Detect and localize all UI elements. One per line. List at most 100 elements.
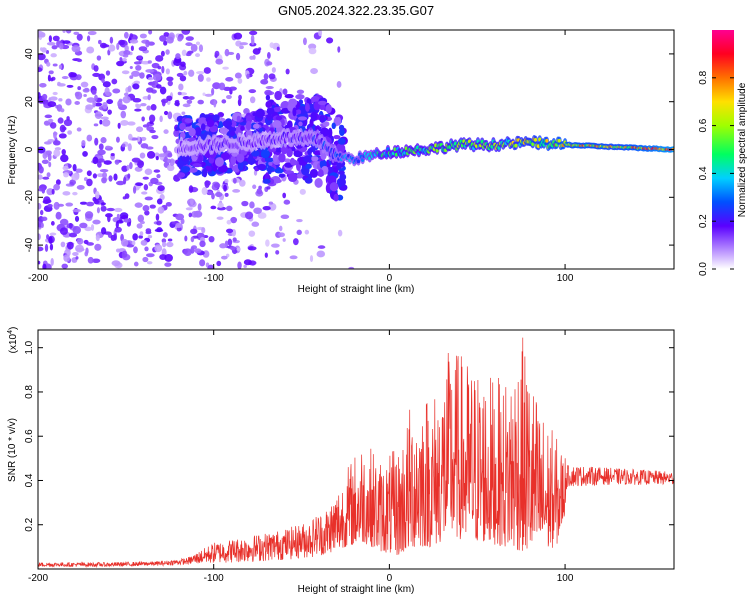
spectrogram-cell (140, 220, 145, 225)
spectrogram-cell (195, 53, 201, 58)
spectrogram-cell (80, 81, 89, 88)
spectrogram-cell (143, 184, 149, 191)
spectrogram-cell (63, 172, 69, 178)
spectrogram-cell (146, 253, 155, 258)
spectrogram-cell (226, 219, 232, 225)
spectrogram-cell (146, 151, 156, 159)
spectrogram-cell (38, 174, 43, 180)
spectrogram-cell (183, 70, 188, 76)
spectrogram-cell (188, 212, 193, 218)
spectrogram-cell (100, 227, 107, 235)
spectrogram-cell (76, 58, 83, 63)
spectrogram-cell (53, 201, 60, 210)
spectrogram-cell (337, 137, 346, 145)
spectrogram-cell (120, 110, 127, 119)
spectrogram-cell (239, 45, 244, 50)
spectrogram-cell (194, 127, 202, 136)
spectrogram-cell (272, 120, 282, 129)
spectrogram-cell (69, 179, 76, 186)
spectrogram-cell (177, 160, 184, 168)
spectrogram-cell (232, 189, 241, 193)
spectrogram-cell (207, 264, 215, 269)
spectrogram-cell (61, 76, 69, 80)
spectrogram-cell (252, 48, 261, 55)
spectrogram-cell (146, 87, 154, 93)
spectrogram-cell (229, 246, 236, 251)
spectrogram-cell (310, 111, 317, 122)
spectrogram-cell (245, 120, 252, 131)
spectrogram-cell (161, 65, 165, 74)
spectrogram-cell (230, 120, 237, 128)
spectrogram-cell (58, 42, 64, 50)
spectrogram-cell (295, 94, 305, 100)
spectrogram-cell (139, 231, 144, 236)
spectrogram-cell (557, 138, 562, 143)
spectrogram-cell (40, 222, 44, 229)
spectrogram-cell (271, 67, 276, 73)
spectrogram-cell (336, 116, 342, 126)
spectrogram-cell (155, 155, 159, 161)
spectrogram-cell (299, 188, 306, 195)
spectrogram-cell (268, 73, 276, 80)
snr-panel: -200 -100 0 100 0.2 0.4 0.6 0.8 1.0 Height of s… (7, 327, 675, 595)
spectrogram-cell (65, 98, 72, 106)
spectrogram-cell (82, 150, 88, 157)
spectrogram-cell (250, 34, 255, 43)
spectrogram-cell (52, 35, 60, 42)
spectrogram-cell (112, 88, 121, 94)
spectrogram-cell (44, 243, 49, 252)
spectrogram-cell (204, 180, 211, 186)
spectrogram-cell (293, 238, 299, 246)
spectrogram-cell (305, 163, 312, 169)
spectrogram-cell (310, 68, 318, 75)
spectrogram-cell (44, 199, 52, 204)
spectrogram-cell (328, 127, 333, 138)
spectrogram-cell (236, 247, 241, 251)
spectrogram-cell (111, 260, 121, 267)
spectrogram-cell (163, 40, 168, 46)
spectrogram-cell (267, 147, 277, 153)
spectrogram-cell (246, 73, 250, 80)
spectrogram-cell (86, 46, 95, 54)
spectrogram-cell (185, 36, 194, 41)
spectrogram-cell (126, 244, 135, 248)
spectrogram-cell (144, 168, 153, 175)
spectrogram-cell (215, 58, 224, 65)
spectrogram-cell (83, 239, 89, 245)
spectrogram-cell (97, 173, 104, 178)
spectrogram-cell (235, 40, 242, 47)
spectrogram-cell (319, 115, 326, 123)
spectrogram-cell (72, 191, 78, 196)
spectrogram-cell (249, 30, 258, 36)
spectrogram-cell (141, 116, 145, 122)
spectrogram-cell (108, 175, 113, 182)
spectrogram-cell (38, 246, 44, 252)
spectrogram-cell (238, 94, 242, 101)
spectrogram-plot-area (38, 30, 674, 269)
spectrogram-cell (186, 99, 193, 104)
spectrogram-cell (39, 47, 44, 52)
spectrogram-cell (197, 73, 204, 82)
spectrogram-cell (140, 103, 147, 107)
spectrogram-cell (121, 250, 128, 258)
spectrogram-cell (251, 150, 260, 157)
spectrogram-cell (190, 228, 198, 235)
spectrogram-cell (105, 145, 111, 149)
spectrogram-cell (265, 239, 270, 247)
spectrogram-cell (256, 188, 263, 195)
spectrogram-cell (190, 198, 194, 206)
spectrogram-cell (236, 115, 241, 122)
spectrogram-cell (196, 70, 205, 75)
spectrogram-cell (76, 185, 85, 190)
spectrogram-cell (137, 55, 143, 60)
spectrogram-cell (219, 127, 228, 135)
spectrogram-cell (132, 83, 140, 90)
spectrogram-cell (252, 112, 257, 117)
spectrogram-cell (287, 172, 298, 183)
spectrogram-cell (207, 190, 213, 196)
spectrogram-cell (134, 108, 142, 112)
spectrogram-cell (326, 37, 334, 44)
spectrogram-cell (48, 70, 54, 75)
spectrogram-cell (211, 192, 215, 200)
